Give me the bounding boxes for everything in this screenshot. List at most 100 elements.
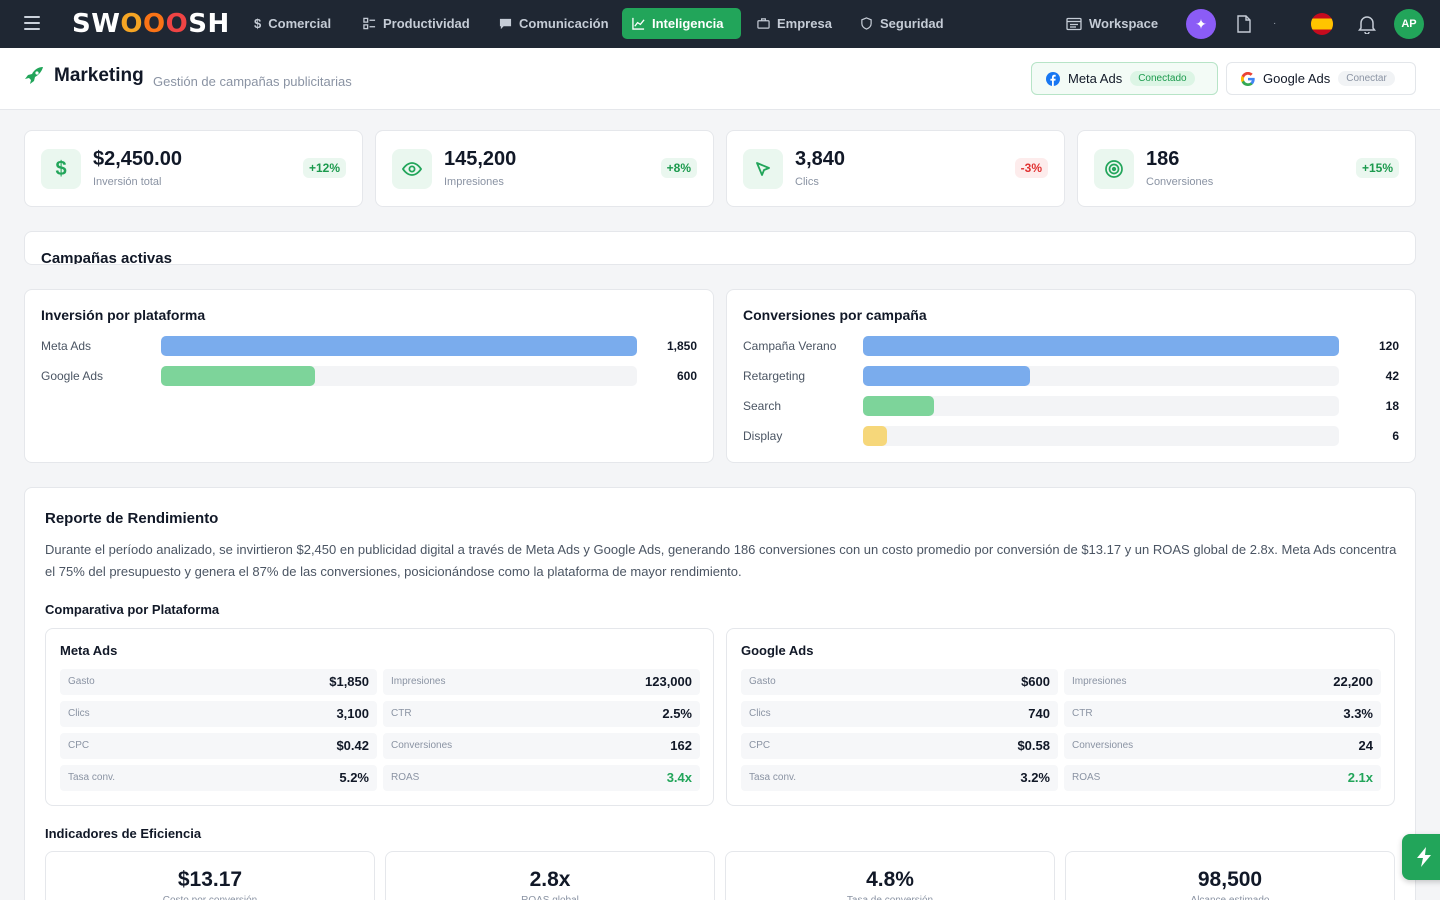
meta-ads-connection-button[interactable]: Meta Ads Conectado	[1031, 62, 1218, 95]
delta-badge: +8%	[660, 158, 697, 178]
metric-value: $1,850	[329, 674, 369, 689]
bar-label: Campaña Verano	[743, 339, 837, 353]
report-summary: Durante el período analizado, se invirti…	[45, 542, 1397, 579]
efficiency-label: Alcance estimado	[1066, 895, 1394, 900]
bar-value-label: 18	[1385, 399, 1399, 413]
metric-cell: Gasto $1,850	[60, 669, 377, 695]
top-navbar: SWOOOSH $ Comercial Productividad Comuni…	[0, 0, 1440, 48]
nav-item-comercial[interactable]: $ Comercial	[254, 16, 332, 31]
ai-assistant-button[interactable]: ✦	[1186, 9, 1216, 39]
bar-row: Retargeting 42	[743, 366, 1399, 386]
metric-label: ROAS	[391, 772, 420, 783]
bar-value-label: 42	[1385, 369, 1399, 383]
metric-value: 162	[670, 738, 692, 753]
window-icon	[1066, 17, 1082, 30]
investment-by-platform-chart: Inversión por plataforma Meta Ads 1,850 Go…	[24, 289, 714, 463]
metric-label: Clics	[749, 708, 771, 719]
metric-label: Impresiones	[1072, 676, 1127, 687]
efficiency-card: 98,500 Alcance estimado	[1065, 851, 1395, 900]
platform-card-google: Google Ads Gasto $600 Impresiones 22,200 Cli…	[726, 628, 1395, 806]
sparkle-icon: ✦	[1195, 15, 1207, 32]
bar-label: Meta Ads	[41, 339, 92, 353]
section-title: Campañas activas	[41, 250, 172, 265]
metric-cell: CTR 3.3%	[1064, 701, 1381, 727]
bar-label: Display	[743, 429, 783, 443]
shield-icon	[861, 17, 872, 30]
rocket-icon	[25, 67, 43, 84]
bar-value-label: 6	[1392, 429, 1399, 443]
nav-item-inteligencia[interactable]: Inteligencia	[622, 8, 741, 39]
google-icon	[1241, 71, 1255, 86]
chart-title: Conversiones por campaña	[743, 307, 927, 323]
bar-track	[863, 366, 1339, 386]
bar	[863, 426, 887, 446]
metric-value: 3.2%	[1020, 770, 1050, 785]
cursor-icon	[743, 149, 783, 189]
efficiency-label: Costo por conversión	[46, 895, 374, 900]
metric-label: ROAS	[1072, 772, 1101, 783]
metric-value: 123,000	[645, 674, 692, 689]
metric-cell: CTR 2.5%	[383, 701, 700, 727]
metric-cell: ROAS 3.4x	[383, 765, 700, 791]
page-title: Marketing	[54, 65, 144, 86]
spain-flag-icon[interactable]	[1311, 13, 1333, 35]
google-ads-connection-button[interactable]: Google Ads Conectar	[1226, 62, 1416, 95]
bar-track	[863, 426, 1339, 446]
metric-cell: Impresiones 22,200	[1064, 669, 1381, 695]
bar-value-label: 600	[676, 369, 697, 383]
stat-card-impressions: 145,200 Impresiones +8%	[375, 130, 714, 207]
active-campaigns-panel: Campañas activas	[24, 231, 1416, 265]
metric-label: Impresiones	[391, 676, 446, 687]
conversions-by-campaign-chart: Conversiones por campaña Campaña Verano 1…	[726, 289, 1416, 463]
bar-label: Retargeting	[743, 369, 806, 383]
eye-icon	[392, 149, 432, 189]
bar-track	[161, 366, 637, 386]
efficiency-value: $13.17	[177, 868, 243, 891]
chart-title: Inversión por plataforma	[41, 307, 206, 323]
efficiency-label: ROAS global	[386, 895, 714, 900]
efficiency-value: 98,500	[1197, 868, 1263, 891]
metric-label: CTR	[1072, 708, 1093, 719]
metric-label: Clics	[68, 708, 90, 719]
document-icon[interactable]	[1236, 15, 1252, 33]
briefcase-icon	[757, 18, 770, 29]
bar-row: Search 18	[743, 396, 1399, 416]
bar-track	[161, 336, 637, 356]
platform-card-meta: Meta Ads Gasto $1,850 Impresiones 123,000 Cl…	[45, 628, 714, 806]
quick-action-button[interactable]	[1402, 834, 1440, 880]
chat-icon	[499, 18, 512, 30]
bar-value-label: 120	[1378, 339, 1399, 353]
comparison-title: Comparativa por Plataforma	[45, 602, 220, 617]
menu-icon[interactable]	[24, 16, 40, 30]
stat-card-conversions: 186 Conversiones +15%	[1077, 130, 1416, 207]
nav-item-seguridad[interactable]: Seguridad	[850, 8, 954, 39]
delta-badge: -3%	[1014, 158, 1048, 178]
bar-row: Meta Ads 1,850	[41, 336, 697, 356]
metric-label: CPC	[749, 740, 771, 751]
bar	[863, 366, 1030, 386]
logo[interactable]: SWOOOSH	[72, 9, 230, 39]
workspace-button[interactable]: Workspace	[1060, 8, 1164, 39]
target-icon	[1094, 149, 1134, 189]
nav-item-comunicacion[interactable]: Comunicación	[489, 8, 619, 39]
bar-row: Campaña Verano 120	[743, 336, 1399, 356]
metric-value: $0.42	[336, 738, 369, 753]
checklist-icon	[363, 17, 376, 30]
page-subtitle: Gestión de campañas publicitarias	[153, 74, 352, 89]
metric-cell: Conversiones 24	[1064, 733, 1381, 759]
efficiency-label: Tasa de conversión	[726, 895, 1054, 900]
chart-line-icon	[632, 17, 645, 30]
nav-item-empresa[interactable]: Empresa	[747, 8, 842, 39]
bar-track	[863, 396, 1339, 416]
metric-label: Tasa conv.	[68, 772, 116, 783]
status-badge: Conectar	[1338, 71, 1395, 86]
avatar[interactable]: AP	[1394, 9, 1424, 39]
performance-report: Reporte de Rendimiento Durante el períod…	[24, 487, 1416, 900]
report-title: Reporte de Rendimiento	[45, 510, 219, 527]
lightning-icon	[1417, 847, 1431, 867]
facebook-icon	[1046, 71, 1060, 86]
status-badge: Conectado	[1130, 71, 1195, 86]
nav-item-productividad[interactable]: Productividad	[353, 8, 480, 39]
bell-icon[interactable]	[1358, 14, 1376, 34]
bar	[863, 396, 935, 416]
